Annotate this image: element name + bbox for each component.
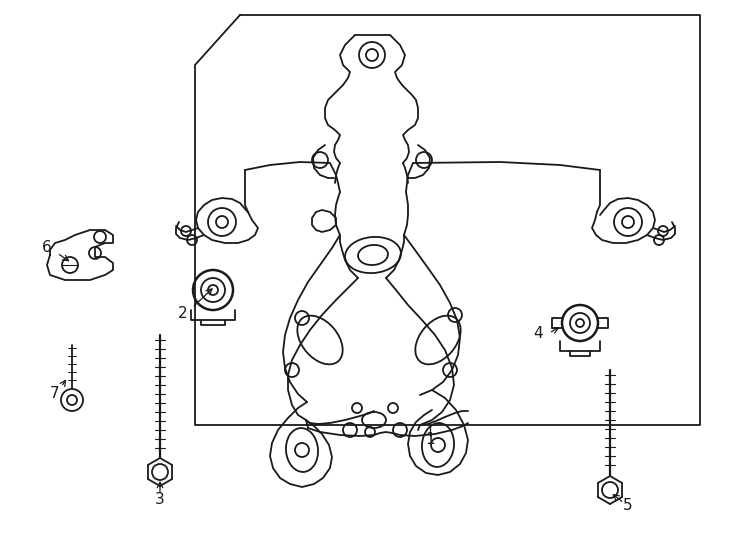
Text: 4: 4 (533, 326, 543, 341)
Text: 1: 1 (425, 433, 435, 448)
Text: 3: 3 (155, 492, 165, 508)
Text: 2: 2 (178, 306, 188, 321)
Text: 6: 6 (42, 240, 52, 255)
Text: 5: 5 (623, 498, 633, 514)
Text: 7: 7 (50, 386, 59, 401)
